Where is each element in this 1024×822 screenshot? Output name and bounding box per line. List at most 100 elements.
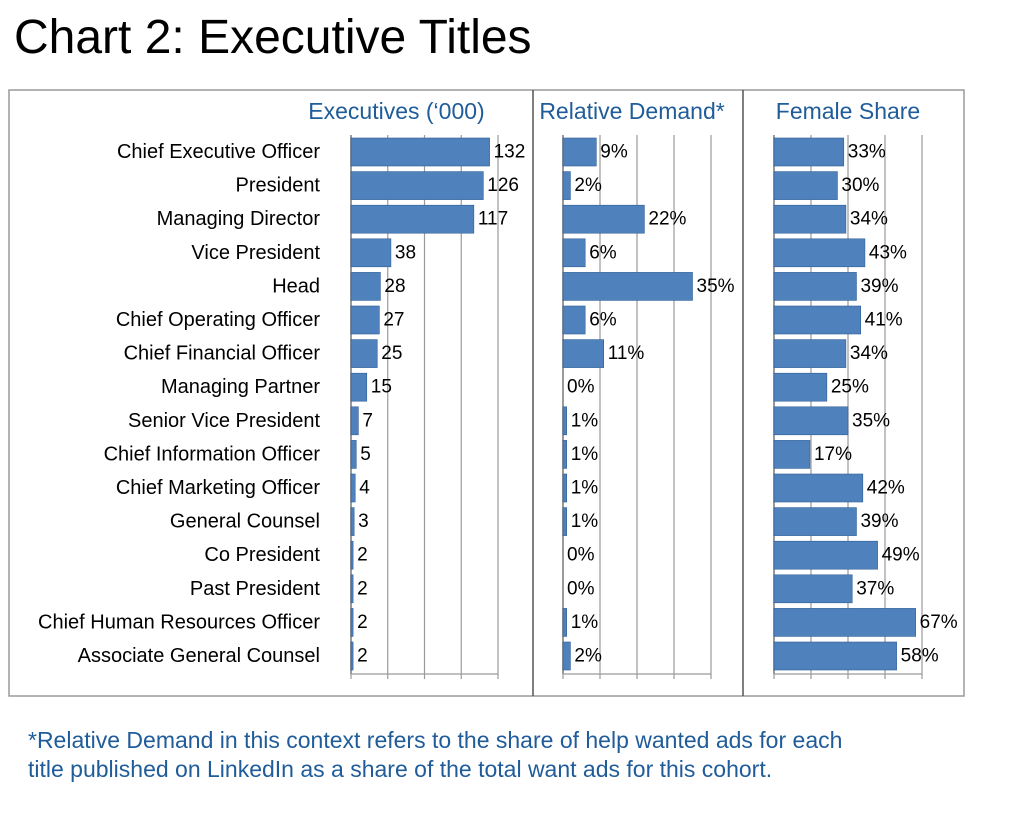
data-label: 33% [848, 142, 886, 163]
data-label: 43% [869, 242, 907, 263]
data-label: 42% [867, 478, 905, 499]
data-label: 7 [362, 410, 373, 431]
data-label: 25 [381, 343, 402, 364]
bar [773, 641, 897, 671]
data-label: 1% [571, 410, 599, 431]
data-label: 67% [920, 612, 958, 633]
bar [562, 473, 568, 503]
data-label: 117 [478, 209, 508, 230]
bar [562, 272, 693, 301]
data-label: 3 [358, 511, 369, 532]
data-label: 2% [574, 175, 602, 196]
category-label: Managing Director [157, 208, 321, 230]
data-label: 39% [860, 276, 898, 297]
category-label: Past President [190, 578, 321, 600]
bar [350, 305, 380, 335]
category-label: General Counsel [170, 511, 320, 533]
data-label: 34% [850, 343, 888, 364]
bar [773, 540, 878, 570]
data-label: 0% [567, 578, 595, 599]
bar [562, 171, 571, 200]
data-label: 15 [371, 377, 392, 398]
page-title: Chart 2: Executive Titles [14, 11, 532, 64]
data-label: 1% [571, 444, 599, 465]
bar [562, 507, 568, 536]
data-label: 2 [357, 545, 368, 566]
bar [562, 204, 645, 234]
data-label: 49% [882, 545, 920, 566]
category-label: Managing Partner [161, 376, 320, 398]
data-label: 6% [589, 242, 617, 263]
footnote: *Relative Demand in this context refers … [28, 726, 968, 784]
data-label: 1% [571, 612, 599, 633]
bar [350, 406, 359, 436]
data-label: 2 [357, 646, 368, 667]
bar [773, 406, 849, 436]
data-label: 35% [697, 276, 735, 297]
bar [350, 540, 354, 570]
data-label: 6% [589, 310, 617, 331]
data-label: 25% [831, 377, 869, 398]
bar [773, 305, 861, 335]
bar [773, 608, 916, 637]
footnote-line-1: *Relative Demand in this context refers … [28, 727, 843, 753]
bar [562, 406, 568, 436]
bar [562, 641, 571, 671]
bar [562, 339, 605, 368]
data-label: 0% [567, 377, 595, 398]
data-label: 28 [384, 276, 405, 297]
bar [350, 339, 378, 368]
data-label: 34% [850, 209, 888, 230]
category-label: Chief Information Officer [104, 443, 321, 465]
panel-title: Relative Demand* [539, 98, 724, 124]
category-label: Chief Executive Officer [117, 141, 320, 163]
bar [350, 204, 475, 234]
data-label: 132 [494, 142, 526, 163]
bar [562, 305, 586, 335]
bar [773, 372, 828, 402]
category-label: Senior Vice President [128, 410, 320, 432]
category-label: Associate General Counsel [78, 645, 320, 667]
bar [773, 339, 847, 368]
bar [350, 641, 354, 671]
category-label: Chief Marketing Officer [116, 477, 320, 499]
panel-title: Female Share [776, 98, 920, 124]
data-label: 2% [574, 646, 602, 667]
bar [773, 171, 838, 200]
bar [350, 574, 354, 604]
data-label: 58% [901, 646, 939, 667]
category-label: Chief Human Resources Officer [38, 611, 320, 633]
bar [773, 574, 853, 604]
data-label: 37% [856, 578, 894, 599]
data-label: 11% [608, 343, 645, 364]
data-label: 0% [567, 545, 595, 566]
bar [350, 372, 368, 402]
data-label: 27 [383, 310, 404, 331]
bar [773, 440, 811, 469]
data-label: 4 [359, 478, 370, 499]
bar [350, 137, 490, 167]
bar [350, 608, 354, 637]
bar [562, 440, 568, 469]
bar [350, 171, 484, 200]
panel-title: Executives (‘000) [308, 98, 484, 124]
data-label: 126 [487, 175, 519, 196]
data-label: 1% [571, 478, 599, 499]
bar [562, 238, 586, 268]
category-label: Head [272, 275, 320, 297]
bar [773, 238, 866, 268]
bar [350, 238, 392, 268]
bar [773, 137, 845, 167]
bar [773, 204, 847, 234]
data-label: 2 [357, 578, 368, 599]
data-label: 39% [860, 511, 898, 532]
bar [350, 272, 381, 301]
data-label: 35% [852, 410, 890, 431]
data-label: 38 [395, 242, 416, 263]
bar [350, 440, 357, 469]
data-label: 22% [648, 209, 686, 230]
data-label: 5 [360, 444, 371, 465]
bar [773, 272, 857, 301]
category-label: Vice President [191, 242, 320, 264]
